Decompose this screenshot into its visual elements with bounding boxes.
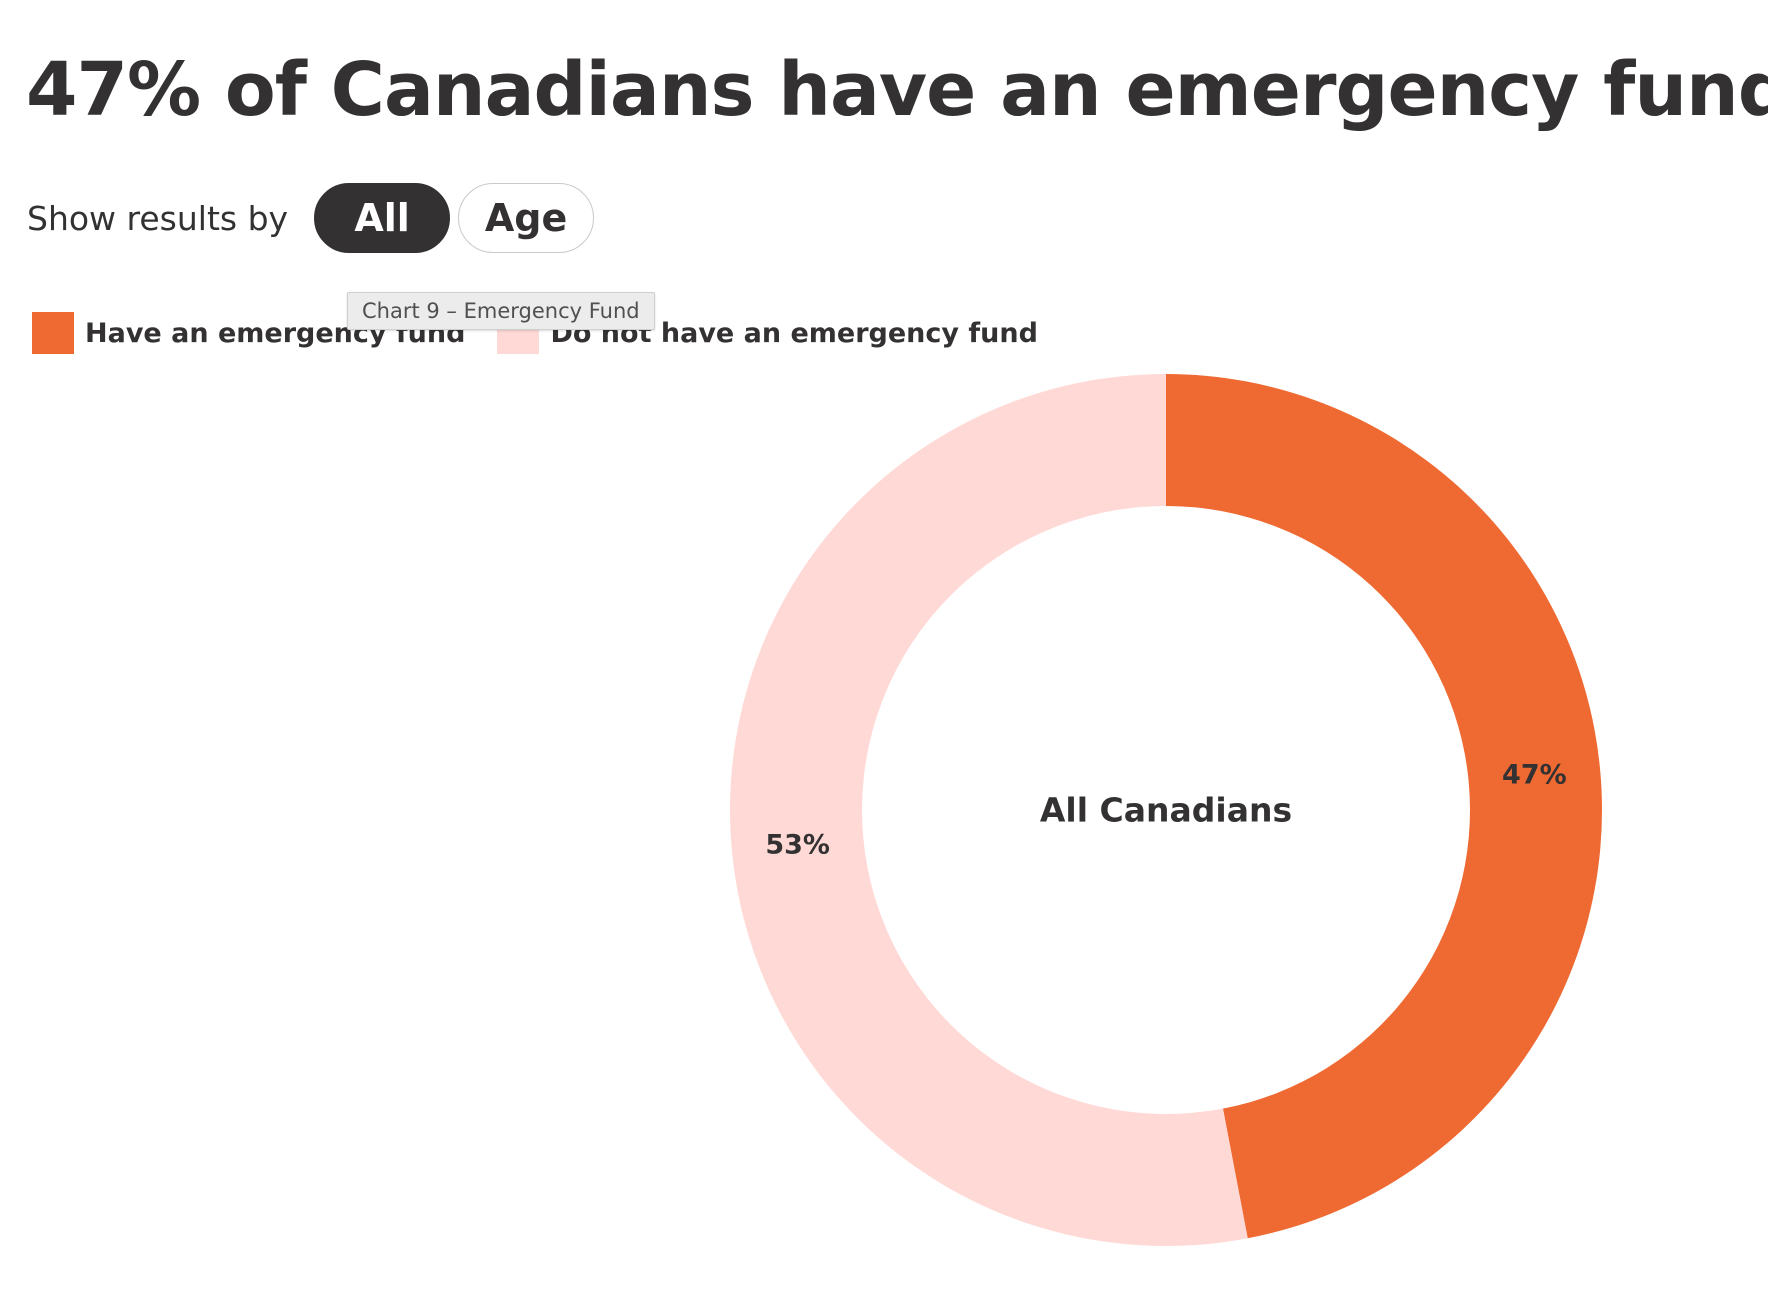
data-label-do-not-have-an-emergency-fund: 53% [765,829,830,860]
filter-label: Show results by [27,198,289,238]
donut-slice-do-not-have-an-emergency-fund[interactable] [729,374,1248,1246]
center-label: All Canadians [1040,791,1292,830]
filter-all-button[interactable]: All [314,183,451,253]
chart-tooltip: Chart 9 – Emergency Fund [347,292,655,330]
legend-swatch-have [32,312,74,354]
donut-slice-have-an-emergency-fund[interactable] [1166,374,1602,1239]
filter-age-button[interactable]: Age [458,183,595,253]
data-label-have-an-emergency-fund: 47% [1502,760,1567,791]
filter-bar: Show results by All Age [27,182,595,254]
page-title: 47% of Canadians have an emergency fund [26,47,1768,133]
